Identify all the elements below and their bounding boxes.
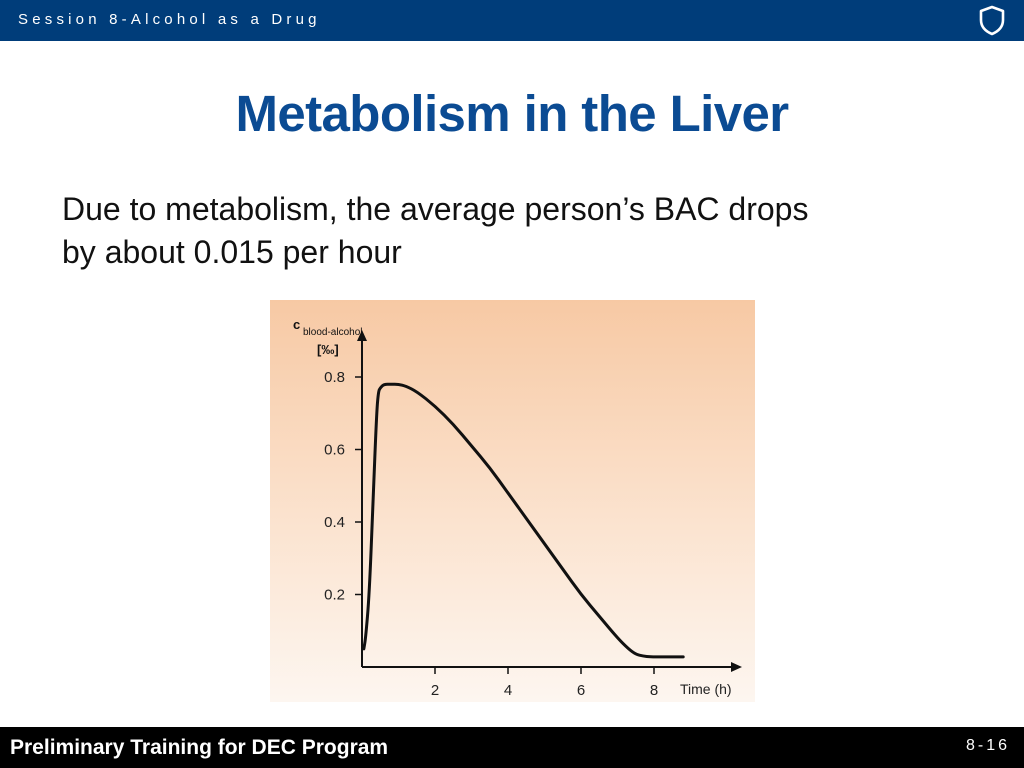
y-axis-label-sub: blood-alcohol <box>303 327 363 338</box>
footer-bar: Preliminary Training for DEC Program 8-1… <box>0 727 1024 768</box>
session-label: Session 8-Alcohol as a Drug <box>18 11 321 28</box>
page-number: 8-16 <box>965 737 1010 754</box>
header-bar: Session 8-Alcohol as a Drug <box>0 0 1024 41</box>
y-tick-label: 0.6 <box>324 442 345 459</box>
slide-title: Metabolism in the Liver <box>235 85 790 142</box>
x-tick-label: 6 <box>577 682 585 699</box>
y-tick-label: 0.4 <box>324 514 345 531</box>
y-axis-unit: [‰] <box>317 342 339 357</box>
shield-icon <box>979 5 1005 36</box>
y-tick-label: 0.8 <box>324 369 345 386</box>
y-axis-arrow <box>357 330 367 341</box>
body-line: Due to metabolism, the average person’s … <box>62 191 809 227</box>
body-line: by about 0.015 per hour <box>62 234 402 270</box>
x-axis-label: Time (h) <box>680 681 732 697</box>
x-tick-label: 2 <box>431 682 439 699</box>
x-axis-arrow <box>731 662 742 672</box>
bac-curve <box>362 382 685 659</box>
x-tick-label: 4 <box>504 682 512 699</box>
y-axis-label: c <box>293 317 300 332</box>
program-title: Preliminary Training for DEC Program <box>10 736 389 759</box>
x-tick-label: 8 <box>650 682 658 699</box>
y-tick-label: 0.2 <box>324 587 345 604</box>
slide-body: Due to metabolism, the average person’s … <box>62 188 962 274</box>
